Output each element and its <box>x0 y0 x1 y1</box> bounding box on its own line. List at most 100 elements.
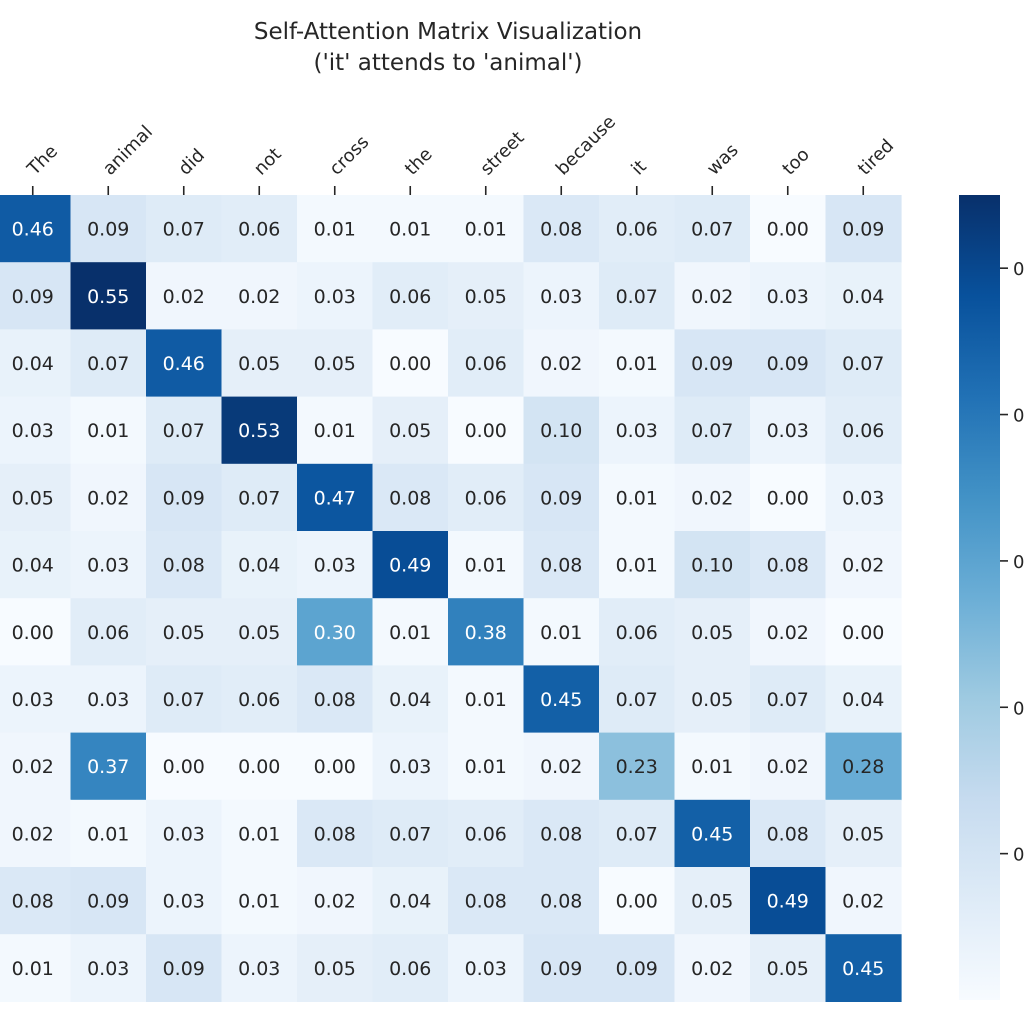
cell-value-label: 0.03 <box>842 487 884 509</box>
heatmap-cell <box>146 463 223 532</box>
heatmap-cell <box>825 396 902 465</box>
heatmap-cell <box>146 329 223 398</box>
heatmap-cell <box>599 665 676 734</box>
cell-value-label: 0.05 <box>691 622 733 644</box>
cell-value-label: 0.07 <box>163 219 205 241</box>
cell-value-label: 0.03 <box>163 823 205 845</box>
heatmap-cell <box>448 934 525 1002</box>
cell-value-label: 0.04 <box>12 353 54 375</box>
cell-value-label: 0.01 <box>314 420 356 442</box>
cell-value-label: 0.05 <box>842 823 884 845</box>
cell-value-label: 0.03 <box>616 420 658 442</box>
x-tick-label: animal <box>99 122 157 180</box>
cell-value-label: 0.04 <box>842 286 884 308</box>
cell-value-label: 0.01 <box>616 487 658 509</box>
colorbar-tick-label: 0 <box>1013 698 1024 719</box>
heatmap-cell <box>523 934 600 1002</box>
cell-value-label: 0.04 <box>842 689 884 711</box>
x-tick-label: The <box>23 141 62 180</box>
colorbar: 0 0 0 0 0 <box>959 195 1024 1000</box>
cell-value-label: 0.00 <box>767 219 809 241</box>
cell-value-label: 0.49 <box>389 555 431 577</box>
cell-value-label: 0.02 <box>12 756 54 778</box>
cell-value-label: 0.10 <box>540 420 582 442</box>
heatmap-cell <box>599 867 676 935</box>
heatmap-cell <box>70 195 147 263</box>
heatmap-cell <box>297 934 374 1002</box>
heatmap-cell <box>297 598 374 666</box>
heatmap-cell <box>297 396 374 465</box>
cell-value-label: 0.00 <box>767 487 809 509</box>
cell-value-label: 0.01 <box>389 219 431 241</box>
cell-value-label: 0.03 <box>767 420 809 442</box>
cell-value-label: 0.05 <box>238 622 280 644</box>
heatmap-cell <box>825 732 902 801</box>
heatmap-cell <box>297 262 374 330</box>
cell-value-label: 0.05 <box>314 353 356 375</box>
cell-value-label: 0.03 <box>767 286 809 308</box>
heatmap-cell <box>146 934 223 1002</box>
cell-value-label: 0.03 <box>314 555 356 577</box>
chart-title: Self-Attention Matrix Visualization <box>253 19 643 45</box>
heatmap-cell <box>599 195 676 263</box>
cell-value-label: 0.05 <box>691 891 733 913</box>
cell-value-label: 0.07 <box>389 823 431 845</box>
cell-value-label: 0.05 <box>465 286 507 308</box>
heatmap-cell <box>297 463 374 532</box>
heatmap-cell <box>523 463 600 532</box>
cell-value-label: 0.03 <box>87 958 129 980</box>
heatmap-cell <box>750 598 827 666</box>
heatmap-cells: 0.46 0.09 0.07 0.06 0.01 0.01 0.01 0.08 0.06 0.07… <box>0 195 902 1002</box>
colorbar-tick-label: 0 <box>1013 259 1024 280</box>
heatmap-cell <box>221 665 298 734</box>
heatmap-cell <box>146 867 223 935</box>
heatmap-cell <box>448 463 525 532</box>
cell-value-label: 0.03 <box>465 958 507 980</box>
cell-value-label: 0.06 <box>465 353 507 375</box>
heatmap-cell <box>523 531 600 599</box>
heatmap-cell <box>70 799 147 868</box>
heatmap-cell <box>750 867 827 935</box>
heatmap-cell <box>297 867 374 935</box>
cell-value-label: 0.01 <box>87 823 129 845</box>
heatmap-cell <box>523 329 600 398</box>
heatmap-cell <box>523 867 600 935</box>
heatmap-cell <box>0 195 72 263</box>
cell-value-label: 0.09 <box>87 219 129 241</box>
heatmap-cell <box>372 396 449 465</box>
heatmap-cell <box>0 665 72 734</box>
cell-value-label: 0.55 <box>87 286 129 308</box>
cell-value-label: 0.09 <box>12 286 54 308</box>
cell-value-label: 0.49 <box>767 891 809 913</box>
cell-value-label: 0.05 <box>163 622 205 644</box>
cell-value-label: 0.06 <box>842 420 884 442</box>
cell-value-label: 0.00 <box>12 622 54 644</box>
heatmap-cell <box>0 396 72 465</box>
heatmap-cell <box>221 934 298 1002</box>
heatmap-cell <box>0 598 72 666</box>
cell-value-label: 0.07 <box>616 286 658 308</box>
cell-value-label: 0.05 <box>12 487 54 509</box>
cell-value-label: 0.04 <box>389 689 431 711</box>
cell-value-label: 0.09 <box>616 958 658 980</box>
cell-value-label: 0.28 <box>842 756 884 778</box>
heatmap-cell <box>146 598 223 666</box>
cell-value-label: 0.02 <box>314 891 356 913</box>
heatmap-cell <box>372 598 449 666</box>
cell-value-label: 0.05 <box>314 958 356 980</box>
cell-value-label: 0.45 <box>842 958 884 980</box>
cell-value-label: 0.08 <box>389 487 431 509</box>
cell-value-label: 0.08 <box>314 689 356 711</box>
cell-value-label: 0.02 <box>767 622 809 644</box>
cell-value-label: 0.01 <box>389 622 431 644</box>
heatmap-cell <box>523 195 600 263</box>
heatmap-cell <box>221 396 298 465</box>
heatmap-cell <box>70 329 147 398</box>
heatmap-cell <box>0 531 72 599</box>
heatmap-cell <box>70 732 147 801</box>
heatmap-cell <box>70 396 147 465</box>
x-tick-label: it <box>627 156 650 179</box>
heatmap-cell <box>825 195 902 263</box>
chart-subtitle: ('it' attends to 'animal') <box>313 50 583 76</box>
cell-value-label: 0.01 <box>616 555 658 577</box>
